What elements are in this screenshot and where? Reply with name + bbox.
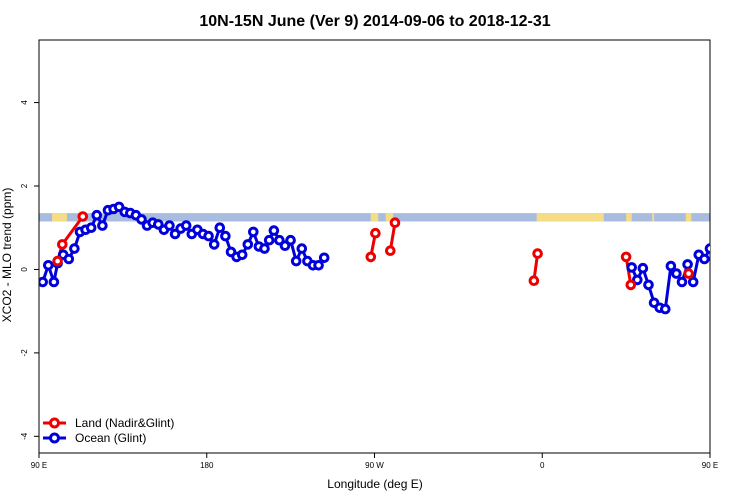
- chart-title: 10N-15N June (Ver 9) 2014-09-06 to 2018-…: [199, 13, 550, 30]
- ocean-data-point: [643, 279, 654, 291]
- land-data-point: [528, 275, 540, 287]
- ocean-data-point: [48, 276, 60, 288]
- ocean-data-point: [214, 222, 226, 233]
- land-data-point: [365, 251, 377, 263]
- x-tick-label: 90 W: [365, 461, 384, 470]
- ocean-data-point: [626, 262, 638, 273]
- ocean-data-point: [717, 226, 725, 234]
- land-data-point: [683, 268, 694, 279]
- ocean-data-point: [236, 249, 248, 261]
- ocean-data-point: [259, 243, 270, 254]
- ocean-data-point: [740, 206, 748, 214]
- land-data-point: [620, 251, 632, 263]
- plot-area: 90 E 180 90 W 0 90 E -4 -2 0 2 4: [20, 39, 750, 470]
- ocean-data-point: [723, 224, 731, 232]
- land-data-point: [389, 217, 401, 228]
- ocean-data-point: [220, 230, 231, 242]
- ocean-data-point: [91, 209, 103, 221]
- ocean-data-point: [745, 205, 750, 213]
- ocean-data-point: [39, 276, 48, 288]
- map-land-patch: [652, 213, 655, 222]
- y-tick-label: -2: [20, 349, 29, 357]
- ocean-data-point: [69, 243, 80, 254]
- ocean-data-point: [682, 259, 693, 270]
- plot-frame: [38, 39, 711, 454]
- ocean-data-point: [704, 243, 710, 254]
- ocean-data-point: [268, 225, 280, 236]
- land-data-point: [728, 259, 736, 267]
- ocean-data-point: [208, 239, 220, 250]
- y-axis-label: XCO2 - MLO trend (ppm): [0, 188, 14, 323]
- ocean-data-point: [660, 303, 671, 315]
- ocean-data-point: [671, 268, 682, 279]
- y-tick-label: -4: [20, 432, 29, 440]
- ocean-data-point: [637, 262, 649, 274]
- land-data-point: [77, 211, 89, 222]
- ocean-data-point: [43, 260, 54, 271]
- ocean-data-point: [180, 220, 192, 231]
- legend-label-land: Land (Nadir&Glint): [75, 416, 174, 430]
- map-land-patch: [59, 213, 67, 222]
- land-mask-band: [39, 213, 710, 222]
- ocean-data-point: [248, 226, 259, 238]
- ocean-data-point: [63, 253, 75, 265]
- x-tick-label: 0: [540, 461, 545, 470]
- land-data-point: [57, 239, 68, 250]
- map-land-patch: [370, 213, 379, 222]
- ocean-data-point: [676, 276, 688, 288]
- ocean-data-point: [136, 214, 147, 225]
- land-data-point: [625, 279, 637, 291]
- ocean-data-point: [734, 222, 742, 230]
- ocean-data-point: [290, 255, 302, 267]
- x-tick-label: 90 E: [702, 461, 718, 470]
- ocean-series-line: [630, 243, 710, 311]
- ocean-data-point: [318, 252, 330, 264]
- y-tick-label: 2: [20, 183, 29, 188]
- series-layer: [39, 201, 750, 315]
- land-data-point: [532, 248, 543, 259]
- ocean-data-point: [665, 260, 677, 272]
- map-land-patch: [536, 213, 604, 222]
- land-data-point: [370, 227, 381, 239]
- x-tick-label: 90 E: [31, 461, 47, 470]
- ocean-data-point: [203, 230, 214, 242]
- legend-ocean-marker: [49, 432, 60, 444]
- x-tick-label: 180: [200, 461, 214, 470]
- ocean-data-point: [699, 253, 710, 265]
- ocean-data-point: [85, 222, 97, 233]
- map-land-patch: [385, 213, 394, 222]
- land-data-point: [385, 245, 396, 256]
- legend-label-ocean: Ocean (Glint): [75, 431, 146, 445]
- ocean-data-point: [242, 239, 254, 250]
- land-data-point: [52, 255, 63, 267]
- ocean-data-point: [296, 243, 308, 254]
- y-tick-label: 0: [20, 267, 29, 272]
- map-land-patch: [52, 213, 60, 222]
- land-data-point: [731, 241, 739, 249]
- ocean-data-point: [263, 234, 275, 246]
- map-land-patch: [626, 213, 632, 222]
- legend: Land (Nadir&Glint) Ocean (Glint): [43, 416, 174, 445]
- ocean-data-point: [729, 211, 737, 219]
- map-land-patch: [685, 213, 692, 222]
- land-series-line: [731, 244, 735, 263]
- ocean-data-point: [164, 220, 175, 231]
- legend-land-marker: [49, 417, 60, 429]
- ocean-data-point: [313, 260, 324, 271]
- ocean-data-point: [632, 274, 643, 286]
- x-axis-label: Longitude (deg E): [327, 477, 422, 491]
- ocean-data-point: [97, 220, 108, 231]
- y-tick-label: 4: [20, 100, 29, 105]
- ocean-data-point: [285, 234, 296, 246]
- ocean-data-point: [712, 228, 720, 236]
- ocean-data-point: [687, 276, 699, 288]
